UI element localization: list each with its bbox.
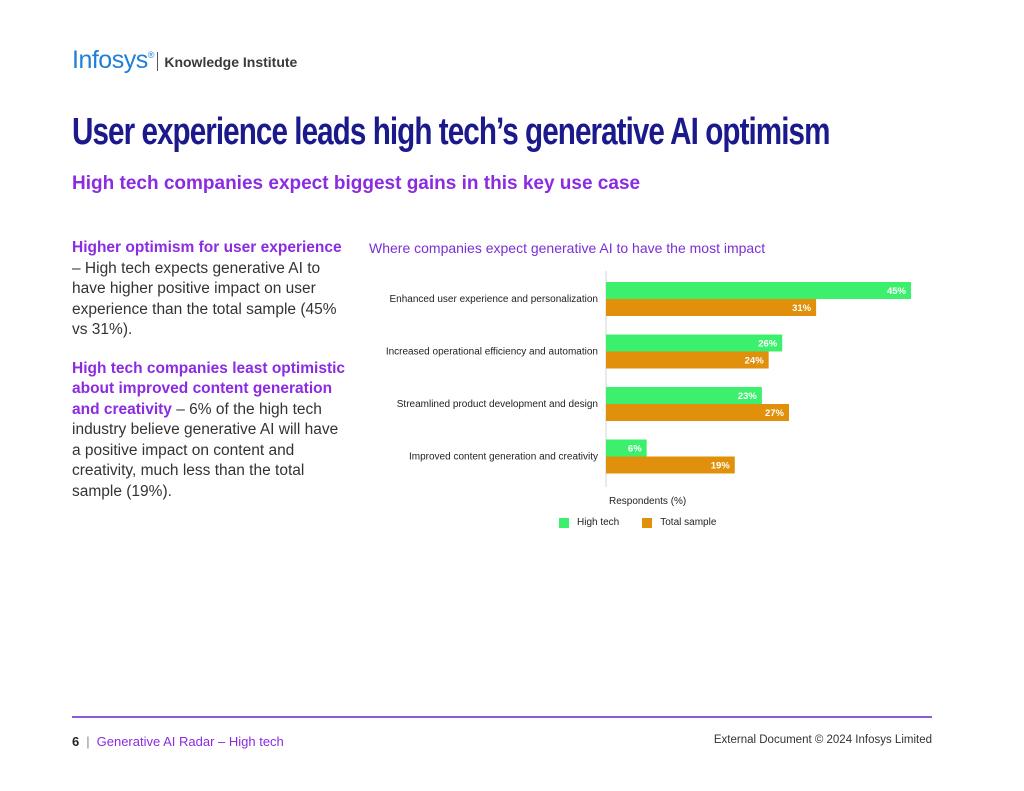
value-label-total-sample-streamlined-product-development-and-design: 27% (765, 408, 785, 419)
legend-label-total-sample: Total sample (660, 517, 717, 528)
insight-2-text: – 6% of the high tech industry believe g… (72, 400, 339, 500)
value-label-high-tech-streamlined-product-development-and-design: 23% (738, 391, 758, 402)
bar-high-tech-enhanced-user-experience-and-personalization (606, 282, 911, 299)
bar-high-tech-increased-operational-efficiency-and-automation (606, 334, 783, 352)
logo-brand: Infosys (72, 46, 148, 74)
legend-swatch-high-tech (559, 517, 569, 528)
insight-1-text: – High tech expects generative AI to hav… (72, 259, 337, 339)
footer-copyright: External Document © 2024 Infosys Limited (713, 734, 932, 746)
bar-total-sample-streamlined-product-development-and-design (606, 404, 789, 421)
x-axis-title: Respondents (%) (609, 496, 687, 507)
infosys-logo: Infosys ® Knowledge Institute (72, 46, 297, 74)
legend-swatch-total-sample (642, 517, 653, 528)
footer-doc-title: Generative AI Radar – High tech (96, 734, 284, 749)
category-label-increased-operational-efficiency-and-automation: Increased operational efficiency and aut… (386, 347, 598, 358)
chart-title: Where companies expect generative AI to … (369, 240, 766, 256)
insights-column: Higher optimism for user experience – Hi… (72, 238, 348, 520)
legend-label-high-tech: High tech (577, 517, 620, 528)
category-label-enhanced-user-experience-and-personalization: Enhanced user experience and personaliza… (390, 294, 598, 305)
insight-paragraph-1: Higher optimism for user experience – Hi… (72, 238, 348, 341)
value-label-total-sample-improved-content-generation-and-creativity: 19% (711, 461, 731, 472)
footer-divider (72, 716, 932, 718)
value-label-total-sample-enhanced-user-experience-and-personalization: 31% (792, 303, 812, 314)
bar-total-sample-increased-operational-efficiency-and-automation (606, 351, 769, 369)
insight-1-highlight: Higher optimism for user experience (72, 239, 342, 256)
value-label-high-tech-enhanced-user-experience-and-personalization: 45% (887, 286, 907, 297)
value-label-high-tech-improved-content-generation-and-creativity: 6% (628, 444, 642, 455)
logo-subtitle: Knowledge Institute (164, 54, 298, 70)
bar-high-tech-streamlined-product-development-and-design (606, 387, 762, 404)
footer-pipe: | (86, 734, 90, 749)
value-label-high-tech-increased-operational-efficiency-and-automation: 26% (758, 339, 778, 350)
logo-registered-mark: ® (147, 50, 155, 60)
page-number: 6 (72, 734, 80, 749)
bar-total-sample-improved-content-generation-and-creativity (606, 456, 735, 474)
impact-bar-chart: Enhanced user experience and personaliza… (386, 271, 911, 487)
page-title: User experience leads high tech’s genera… (72, 111, 830, 153)
logo-divider (157, 52, 159, 71)
bar-total-sample-enhanced-user-experience-and-personalization (606, 299, 817, 316)
category-label-streamlined-product-development-and-design: Streamlined product development and desi… (397, 399, 598, 410)
insight-paragraph-2: High tech companies least optimistic abo… (72, 359, 348, 503)
footer-left: 6 | Generative AI Radar – High tech (72, 734, 284, 749)
bar-high-tech-improved-content-generation-and-creativity (606, 439, 647, 457)
category-label-improved-content-generation-and-creativity: Improved content generation and creativi… (409, 452, 598, 463)
chart-legend: High tech Total sample (559, 517, 716, 528)
insight-2-highlight: High tech companies least optimistic abo… (72, 359, 346, 418)
value-label-total-sample-increased-operational-efficiency-and-automation: 24% (745, 356, 765, 367)
page-subtitle: High tech companies expect biggest gains… (72, 173, 641, 194)
